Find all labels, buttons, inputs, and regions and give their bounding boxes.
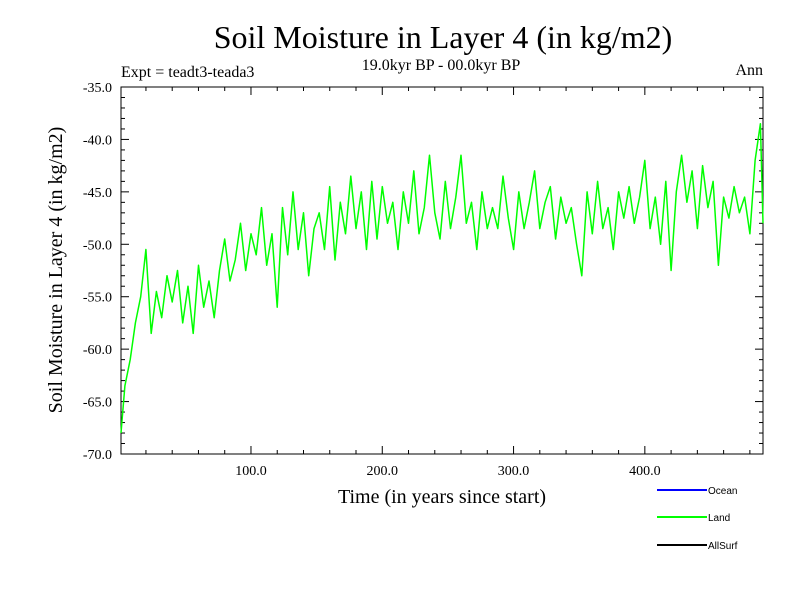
y-tick-label: -60.0 xyxy=(83,343,112,358)
y-tick-label: -45.0 xyxy=(83,186,112,201)
y-tick-label: -65.0 xyxy=(83,396,112,411)
y-tick-label: -50.0 xyxy=(83,238,112,253)
season-label: Ann xyxy=(735,62,763,79)
series-line-land xyxy=(120,122,764,434)
legend-label-ocean: Ocean xyxy=(708,486,737,497)
plot-frame xyxy=(120,86,764,455)
x-tick-label: 300.0 xyxy=(498,464,530,479)
y-tick-label: -40.0 xyxy=(83,133,112,148)
chart-subtitle: 19.0kyr BP - 00.0kyr BP xyxy=(362,57,521,74)
x-tick-labels: 100.0 200.0 300.0 400.0 xyxy=(235,464,660,479)
x-tick-label: 400.0 xyxy=(629,464,661,479)
experiment-label: Expt = teadt3-teada3 xyxy=(121,64,254,81)
chart-title: Soil Moisture in Layer 4 (in kg/m2) xyxy=(214,19,673,55)
y-tick-label: -35.0 xyxy=(83,81,112,96)
y-tick-label: -55.0 xyxy=(83,291,112,306)
x-tick-label: 200.0 xyxy=(367,464,399,479)
x-axis-label: Time (in years since start) xyxy=(338,486,546,508)
axis-ticks xyxy=(121,87,763,454)
y-tick-label: -70.0 xyxy=(83,448,112,463)
legend-label-land: Land xyxy=(708,513,730,524)
x-tick-label: 100.0 xyxy=(235,464,267,479)
y-axis-label: Soil Moisture in Layer 4 (in kg/m2) xyxy=(45,127,67,414)
series-group xyxy=(120,122,764,434)
legend-label-allsurf: AllSurf xyxy=(708,541,738,552)
legend: Ocean Land AllSurf xyxy=(657,486,738,552)
y-tick-labels: -35.0 -40.0 -45.0 -50.0 -55.0 -60.0 -65.0 -70.0 xyxy=(83,81,112,463)
